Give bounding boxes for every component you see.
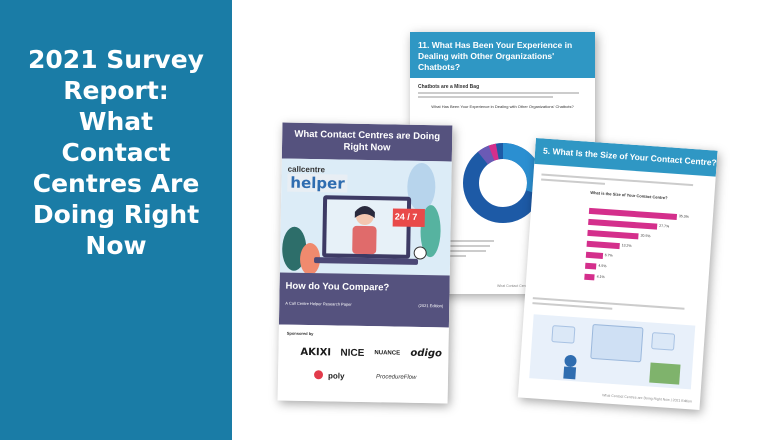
bar: [584, 262, 597, 270]
sponsor-poly-logo: poly: [327, 371, 345, 381]
page-subheading: Chatbots are a Mixed Bag: [418, 84, 480, 90]
cover-illustration: callcentre helper 24 / 7: [279, 158, 452, 276]
cover-art-svg: [282, 162, 441, 276]
video-tile: [651, 332, 676, 351]
office-illustration: [529, 314, 696, 390]
band-subtitle: A Call Centre Helper Research Paper: [285, 300, 352, 307]
bar-chart: 35.3% 27.7% 20.5% 13.2% 6.7% 4.5% 4.1%: [584, 206, 699, 290]
left-panel: 2021 Survey Report: What Contact Centres…: [0, 0, 232, 440]
bar-value-label: 4.5%: [598, 263, 607, 269]
sponsor-procedureflow-logo: ProcedureFlow: [375, 374, 417, 381]
page-footer: What Contact Centres are Doing Right Now…: [602, 393, 693, 404]
page-heading: 5. What Is the Size of Your Contact Cent…: [534, 138, 718, 177]
paragraph-placeholder: [532, 294, 693, 318]
sponsored-by-label: Sponsored by: [286, 330, 314, 337]
paragraph-placeholder: [418, 92, 587, 98]
bar: [584, 273, 595, 281]
bar: [587, 229, 639, 240]
poly-icon: [313, 370, 324, 380]
report-page-size: 5. What Is the Size of Your Contact Cent…: [517, 138, 718, 411]
cover-title: What Contact Centres are Doing Right Now: [281, 122, 453, 162]
bar-value-label: 27.7%: [659, 223, 670, 229]
paragraph-placeholder: [541, 170, 702, 194]
agent-hair: [354, 205, 375, 219]
agent-body: [352, 225, 377, 255]
title-line: Contact: [61, 138, 171, 167]
helper-logo: helper: [287, 173, 348, 193]
band-title: How do You Compare?: [285, 280, 390, 294]
sponsors-area: Sponsored by AKIXI NICE NUANCE odigo pol…: [277, 324, 449, 404]
bar: [585, 251, 603, 259]
page-heading: 11. What Has Been Your Experience in Dea…: [410, 32, 595, 78]
monitor-shape: [590, 324, 644, 363]
sponsor-odigo-logo: odigo: [410, 347, 443, 360]
sponsor-nice-logo: NICE: [340, 347, 365, 360]
title-line: Centres Are: [32, 169, 200, 198]
leaf-shape: [407, 162, 436, 211]
report-cover: What Contact Centres are Doing Right Now…: [277, 122, 453, 404]
badge-bg: [392, 208, 425, 228]
person-figure: [563, 366, 577, 380]
title-line: What: [78, 107, 154, 136]
title-line: Report:: [63, 76, 169, 105]
report-title: 2021 Survey Report: What Contact Centres…: [10, 44, 222, 261]
bar-value-label: 4.1%: [596, 274, 605, 280]
bar: [586, 240, 620, 250]
title-line: Now: [85, 231, 147, 260]
plant-shape: [649, 362, 681, 385]
leaf-shape: [300, 243, 321, 276]
cover-band: How do You Compare? A Call Centre Helper…: [278, 272, 450, 328]
bar-value-label: 35.3%: [678, 214, 689, 219]
bar-value-label: 20.5%: [640, 233, 651, 239]
chart-question: What Has Been Your Experience in Dealing…: [431, 104, 574, 109]
band-edition: (2021 Edition): [418, 302, 444, 309]
bar-value-label: 13.2%: [621, 243, 632, 248]
laptop-base: [314, 257, 419, 265]
title-line: 2021 Survey: [28, 45, 204, 74]
person-figure: [564, 354, 577, 367]
video-tile: [551, 325, 576, 344]
sponsor-akixi-logo: AKIXI: [300, 346, 332, 359]
leaf-shape: [420, 205, 441, 258]
badge-24-7: 24 / 7: [394, 211, 418, 222]
title-line: Doing Right: [32, 200, 200, 229]
bar-value-label: 6.7%: [604, 253, 613, 258]
office-illustration-svg: [551, 324, 681, 385]
sponsor-nuance-logo: NUANCE: [374, 350, 401, 357]
magnifier-icon: [413, 246, 427, 260]
